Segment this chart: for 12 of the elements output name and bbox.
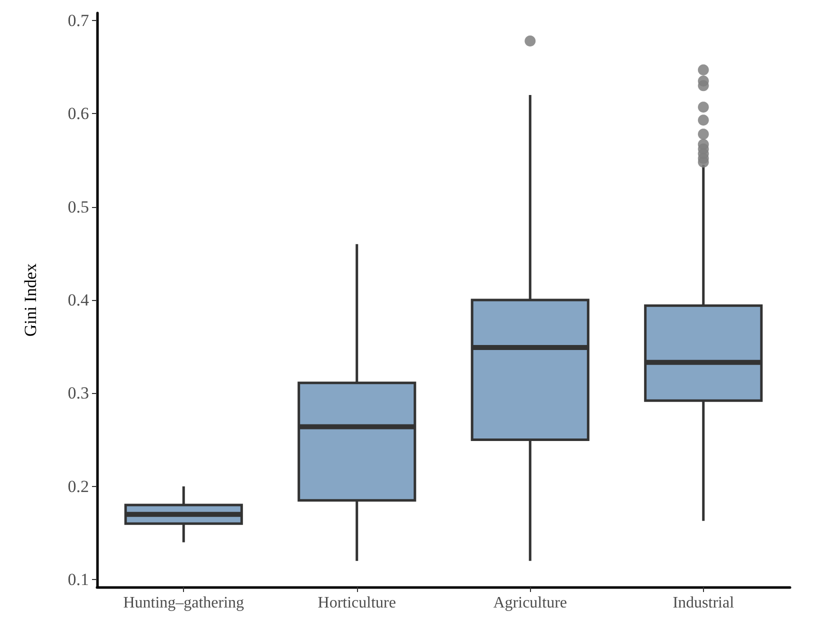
y-tick-label: 0.1 <box>68 570 89 590</box>
y-tick-label: 0.5 <box>68 197 89 216</box>
y-tick-label: 0.2 <box>68 476 89 496</box>
x-tick-label: Hunting–gathering <box>123 594 244 612</box>
x-tick-label: Agriculture <box>493 594 567 612</box>
y-axis-title: Gini Index <box>21 262 40 337</box>
x-tick-label: Horticulture <box>318 594 396 612</box>
y-tick-label: 0.7 <box>68 10 90 30</box>
x-tick-label: Industrial <box>672 594 735 612</box>
y-tick-label: 0.6 <box>68 104 89 124</box>
y-tick-label: 0.3 <box>68 384 89 403</box>
y-tick-label: 0.4 <box>68 290 90 310</box>
